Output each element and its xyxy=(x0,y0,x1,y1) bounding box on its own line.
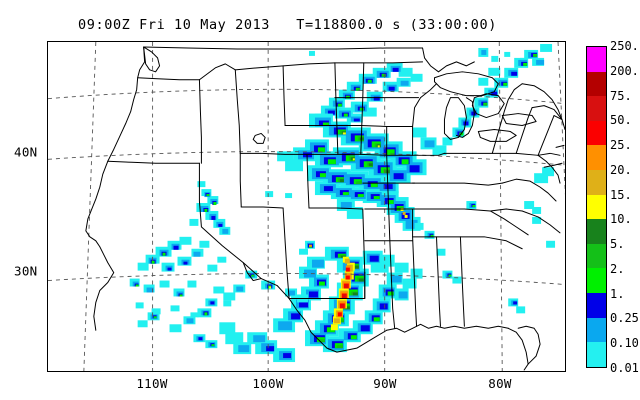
colorbar-band-10 xyxy=(587,293,606,318)
colorbar-tick-label: 1. xyxy=(610,286,625,301)
colorbar-band-9 xyxy=(587,268,606,294)
colorbar-band-4 xyxy=(587,145,606,171)
x-tick-label: 80W xyxy=(488,376,512,391)
colorbar xyxy=(586,46,607,368)
colorbar-tick-label: 0.10 xyxy=(610,336,639,351)
colorbar-tick-label: 50. xyxy=(610,113,632,128)
colorbar-tick-label: 5. xyxy=(610,237,625,252)
colorbar-band-1 xyxy=(587,71,606,97)
colorbar-band-8 xyxy=(587,243,606,269)
graticule-lines xyxy=(48,42,565,371)
x-tick-label: 110W xyxy=(136,376,168,391)
colorbar-tick-label: 15. xyxy=(610,187,632,202)
colorbar-band-7 xyxy=(587,219,606,244)
x-tick-label: 100W xyxy=(252,376,284,391)
colorbar-tick-label: 200. xyxy=(610,63,639,78)
colorbar-tick-label: 250. xyxy=(610,39,639,53)
colorbar-tick-label: 10. xyxy=(610,212,632,227)
colorbar-band-0 xyxy=(587,47,606,72)
colorbar-tick-label: 20. xyxy=(610,162,632,177)
colorbar-band-12 xyxy=(587,342,606,367)
colorbar-tick-label: 0.01 xyxy=(610,361,639,375)
y-tick-label: 40N xyxy=(14,144,38,160)
region-southeast-offshore xyxy=(414,201,556,314)
map-outlines xyxy=(85,46,565,371)
colorbar-tick-label: 75. xyxy=(610,88,632,103)
colorbar-labels: 250. 200. 75. 50. 25. 20. 15. 10. 5. 2. 1. 0.25 0.10… xyxy=(610,39,640,375)
map-plot-area xyxy=(47,41,566,372)
region-colorado-new-mexico xyxy=(129,181,315,318)
x-tick-label: 90W xyxy=(373,376,397,391)
colorbar-tick-label: 2. xyxy=(610,261,625,276)
colorbar-band-6 xyxy=(587,194,606,220)
colorbar-band-2 xyxy=(587,96,606,121)
colorbar-band-11 xyxy=(587,317,606,343)
colorbar-band-5 xyxy=(587,170,606,195)
colorbar-tick-label: 0.25 xyxy=(610,311,639,326)
region-upper-michigan-wisconsin xyxy=(314,62,423,123)
colorbar-tick-label: 25. xyxy=(610,138,632,153)
chart-title: 09:00Z Fri 10 May 2013 T=118800.0 s (33:… xyxy=(78,17,497,33)
y-tick-label: 30N xyxy=(14,263,38,279)
colorbar-band-3 xyxy=(587,120,606,146)
region-mississippi-core xyxy=(219,246,423,363)
